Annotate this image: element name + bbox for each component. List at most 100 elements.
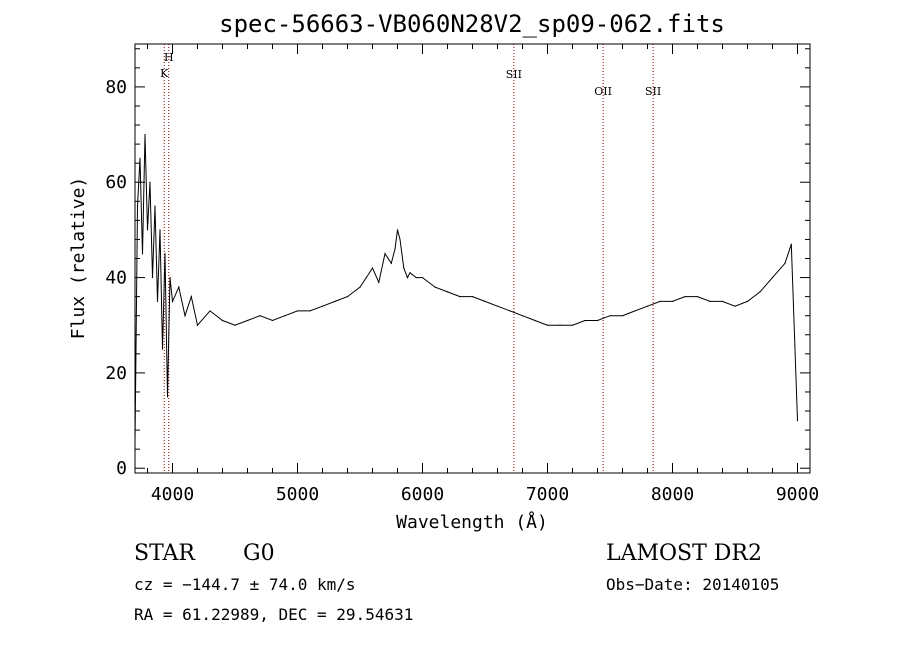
spectrum-data-point <box>259 315 261 317</box>
spectrum-data-point <box>421 276 424 279</box>
spectrum-data-point <box>190 296 192 298</box>
spectrum-data-point <box>271 319 274 322</box>
spectrum-data-point <box>234 324 236 326</box>
spectrum-data-point <box>149 181 151 183</box>
spectrum-data-point <box>409 272 411 274</box>
spectrum-data-point <box>521 315 524 317</box>
object-class-label: STAR <box>134 541 196 566</box>
spectrum-data-point <box>346 296 349 298</box>
spectrum-data-point <box>721 300 724 302</box>
spectrum-data-point <box>156 300 159 302</box>
spectrum-data-point <box>659 300 661 302</box>
spectrum-data-point <box>154 205 156 207</box>
spectrum-data-point <box>371 267 374 269</box>
spectrum-data-point <box>284 315 286 317</box>
spectrum-data-point <box>390 262 392 264</box>
spectrum-data-point <box>184 315 186 317</box>
cz-readout: cz = −144.7 ± 74.0 km/s <box>134 575 356 594</box>
spectrum-data-point <box>169 276 171 279</box>
spectrum-data-point <box>221 319 224 322</box>
spectrum-data-point <box>646 305 649 307</box>
spectrum-data-point <box>509 310 511 312</box>
spectrum-data-point <box>321 305 324 307</box>
y-tick-label: 40 <box>105 268 127 289</box>
y-axis-label: Flux (relative) <box>68 177 89 340</box>
x-tick-label: 7000 <box>526 484 569 505</box>
spectrum-data-point <box>334 300 336 302</box>
spectral-line-label: H <box>164 51 174 64</box>
spectrum-data-point <box>559 324 561 326</box>
spectrum-data-point <box>209 310 211 312</box>
spectrum-data-point <box>146 229 149 231</box>
plot-border <box>134 43 811 474</box>
spectrum-data-point <box>571 324 574 326</box>
spectrum-data-point <box>459 296 461 298</box>
spectrum-data-point <box>365 276 367 279</box>
spectrum-data-point <box>359 286 361 288</box>
spectrum-data-point <box>378 281 380 283</box>
spectrum-data-point <box>403 267 405 269</box>
spectral-line-label: SII <box>645 85 661 98</box>
spectrum-data-point <box>596 319 599 322</box>
x-tick-label: 8000 <box>651 484 694 505</box>
spectrum-data-point <box>151 276 154 279</box>
spectrum-data-point <box>196 324 199 326</box>
y-axis-ticks: 0 20 40 60 80 <box>105 48 810 479</box>
spectrum-data-point <box>709 300 711 302</box>
spectrum-data-point <box>399 238 401 241</box>
spectrum-data-point <box>406 276 409 279</box>
x-axis-ticks: 4000 5000 6000 7000 8000 9000 <box>147 44 819 505</box>
obs-date-readout: Obs−Date: 20140105 <box>606 575 779 594</box>
series-layer <box>134 133 799 445</box>
spectrum-data-point <box>178 286 180 288</box>
spectrum-data-point <box>141 253 144 255</box>
spectrum-data-point <box>496 305 499 307</box>
spectrum-data-point <box>634 310 636 312</box>
spectrum-data-point <box>296 310 299 312</box>
x-tick-label: 5000 <box>276 484 319 505</box>
y-tick-label: 20 <box>105 363 127 384</box>
spectrum-data-point <box>746 300 749 302</box>
spectrum-data-point <box>546 324 549 326</box>
spectrum-data-point <box>384 253 386 255</box>
spectrum-data-point <box>484 300 486 302</box>
x-tick-label: 6000 <box>401 484 444 505</box>
spectral-line-label: OII <box>594 85 612 98</box>
y-tick-label: 0 <box>116 458 127 479</box>
spectrum-data-point <box>161 348 164 350</box>
spectrum-data-point <box>434 286 436 288</box>
spectrum-series-line <box>134 134 798 445</box>
survey-label: LAMOST DR2 <box>606 541 762 566</box>
spectrum-data-point <box>415 276 417 279</box>
spectrum-data-point <box>771 276 774 279</box>
x-tick-label: 9000 <box>776 484 819 505</box>
spectrum-data-point <box>166 396 169 398</box>
spectrum-data-point <box>446 291 449 293</box>
spectrum-data-point <box>136 205 139 207</box>
spectrum-data-point <box>471 296 474 298</box>
x-tick-label: 4000 <box>151 484 194 505</box>
spectrum-data-point <box>164 253 166 255</box>
spectral-line-label: SII <box>506 68 522 81</box>
spectrum-data-point <box>171 300 174 302</box>
spectrum-data-point <box>134 443 136 445</box>
spectrum-data-point <box>309 310 311 312</box>
spectral-line-label: K <box>160 67 169 80</box>
chart-title: spec-56663-VB060N28V2_sp09-062.fits <box>219 10 725 38</box>
spectrum-data-point <box>759 291 761 293</box>
spectrum-data-point <box>734 305 736 307</box>
spectrum-data-point <box>671 300 674 302</box>
spectrum-data-point <box>784 262 786 264</box>
y-tick-label: 80 <box>105 77 127 98</box>
spectrum-data-point <box>139 157 141 159</box>
plot-frame <box>134 43 811 474</box>
spectrum-data-point <box>609 315 611 317</box>
spectrum-data-point <box>534 319 536 322</box>
spectrum-data-point <box>246 319 249 322</box>
spectrum-data-point <box>394 248 396 250</box>
spectrum-data-point <box>621 315 624 317</box>
spectrum-data-point <box>796 419 799 422</box>
y-tick-label: 60 <box>105 172 127 193</box>
